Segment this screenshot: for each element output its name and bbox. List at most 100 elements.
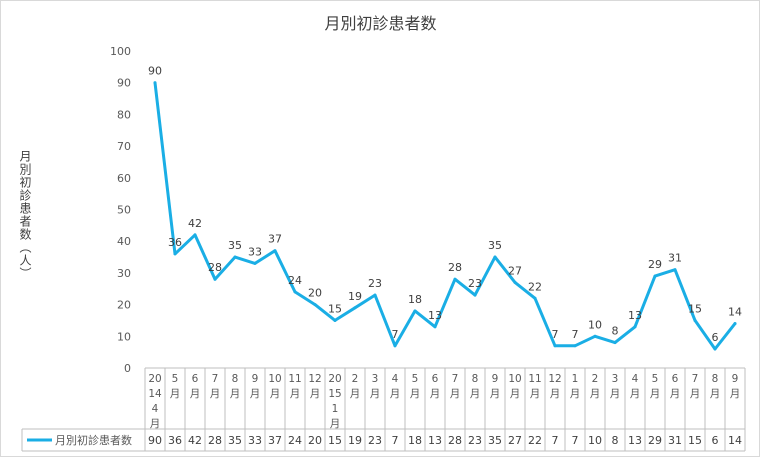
table-value: 27 (508, 434, 522, 447)
data-point (613, 341, 617, 345)
x-tick-label: 月 (150, 418, 161, 430)
data-label: 15 (688, 302, 702, 315)
data-label: 35 (488, 239, 502, 252)
x-tick-label: 11 (528, 373, 541, 385)
x-tick-label: 2 (352, 373, 359, 385)
chart-title: 月別初診患者数 (324, 14, 437, 33)
table-value: 35 (488, 434, 502, 447)
x-tick-label: 月 (590, 388, 601, 400)
table-value: 24 (288, 434, 302, 447)
table-value: 28 (448, 434, 462, 447)
x-tick-label: 月 (630, 388, 641, 400)
data-point (553, 344, 557, 348)
table-value: 35 (228, 434, 242, 447)
x-tick-label: 月 (170, 388, 181, 400)
x-tick-label: 5 (412, 373, 419, 385)
x-tick-label: 20 (148, 373, 161, 385)
x-tick-label: 8 (712, 373, 719, 385)
table-value: 36 (168, 434, 182, 447)
series-layer: 90 36 42 28 35 33 37 24 20 15 19 23 7 18 13 28 23 35 27 22 7… (148, 65, 742, 351)
x-tick-label: 月 (230, 388, 241, 400)
data-point (433, 325, 437, 329)
x-tick-label: 月 (650, 388, 661, 400)
x-tick-label: 月 (490, 388, 501, 400)
table-value: 23 (468, 434, 482, 447)
x-tick-label: 12 (308, 373, 321, 385)
x-tick-label: 14 (148, 388, 162, 400)
data-label: 8 (612, 325, 619, 338)
x-tick-label: 月 (670, 388, 681, 400)
x-tick-label: 月 (430, 388, 441, 400)
data-label: 42 (188, 217, 202, 230)
data-point (213, 277, 217, 281)
data-point (153, 81, 157, 85)
table-value: 28 (208, 434, 222, 447)
data-label: 7 (552, 328, 559, 341)
data-point (373, 293, 377, 297)
table-value: 13 (428, 434, 442, 447)
data-point (593, 334, 597, 338)
data-label: 23 (468, 277, 482, 290)
y-tick-label: 90 (117, 77, 131, 90)
table-value: 33 (248, 434, 262, 447)
x-tick-label: 11 (288, 373, 301, 385)
x-tick-label: 5 (172, 373, 179, 385)
y-tick-label: 20 (117, 299, 131, 312)
y-tick-label: 80 (117, 108, 131, 121)
x-tick-label: 3 (372, 373, 379, 385)
x-tick-label: 月 (190, 388, 201, 400)
data-label: 18 (408, 293, 422, 306)
data-label: 14 (728, 306, 742, 319)
table-value: 6 (712, 434, 719, 447)
data-label: 6 (712, 331, 719, 344)
data-point (693, 318, 697, 322)
data-point (253, 261, 257, 265)
table-value: 22 (528, 434, 542, 447)
x-tick-label: 1 (572, 373, 579, 385)
table-value: 7 (552, 434, 559, 447)
data-label: 7 (572, 328, 579, 341)
data-point (713, 347, 717, 351)
data-point (353, 306, 357, 310)
x-tick-label: 4 (632, 373, 639, 385)
y-tick-label: 0 (124, 362, 131, 375)
x-tick-label: 4 (392, 373, 399, 385)
x-tick-label: 月 (510, 388, 521, 400)
x-tick-label: 2 (592, 373, 599, 385)
data-point (413, 309, 417, 313)
table-value: 10 (588, 434, 602, 447)
x-tick-label: 月 (350, 388, 361, 400)
x-tick-label: 月 (390, 388, 401, 400)
x-tick-label: 6 (672, 373, 679, 385)
data-label: 15 (328, 302, 342, 315)
data-label: 36 (168, 236, 182, 249)
x-tick-label: 9 (252, 373, 259, 385)
x-tick-label: 月 (570, 388, 581, 400)
x-tick-label: 9 (732, 373, 739, 385)
y-tick-label: 100 (110, 45, 131, 58)
data-point (573, 344, 577, 348)
table-value: 23 (368, 434, 382, 447)
data-label: 13 (628, 309, 642, 322)
x-tick-label: 8 (232, 373, 239, 385)
table-value: 19 (348, 434, 362, 447)
x-tick-label: 20 (328, 373, 341, 385)
x-tick-label: 10 (508, 373, 521, 385)
table-value: 37 (268, 434, 282, 447)
x-tick-label: 7 (212, 373, 219, 385)
data-point (233, 255, 237, 259)
x-tick-label: 6 (432, 373, 439, 385)
data-point (393, 344, 397, 348)
data-label: 37 (268, 233, 282, 246)
data-point (633, 325, 637, 329)
y-tick-label: 40 (117, 235, 131, 248)
x-tick-label: 月 (410, 388, 421, 400)
y-tick-label: 70 (117, 140, 131, 153)
x-tick-label: 月 (250, 388, 261, 400)
table-value: 90 (148, 434, 162, 447)
y-axis: 0 10 20 30 40 50 60 70 80 90 100 (110, 45, 131, 375)
data-label: 33 (248, 245, 262, 258)
y-tick-label: 30 (117, 267, 131, 280)
data-point (273, 249, 277, 253)
data-point (653, 274, 657, 278)
